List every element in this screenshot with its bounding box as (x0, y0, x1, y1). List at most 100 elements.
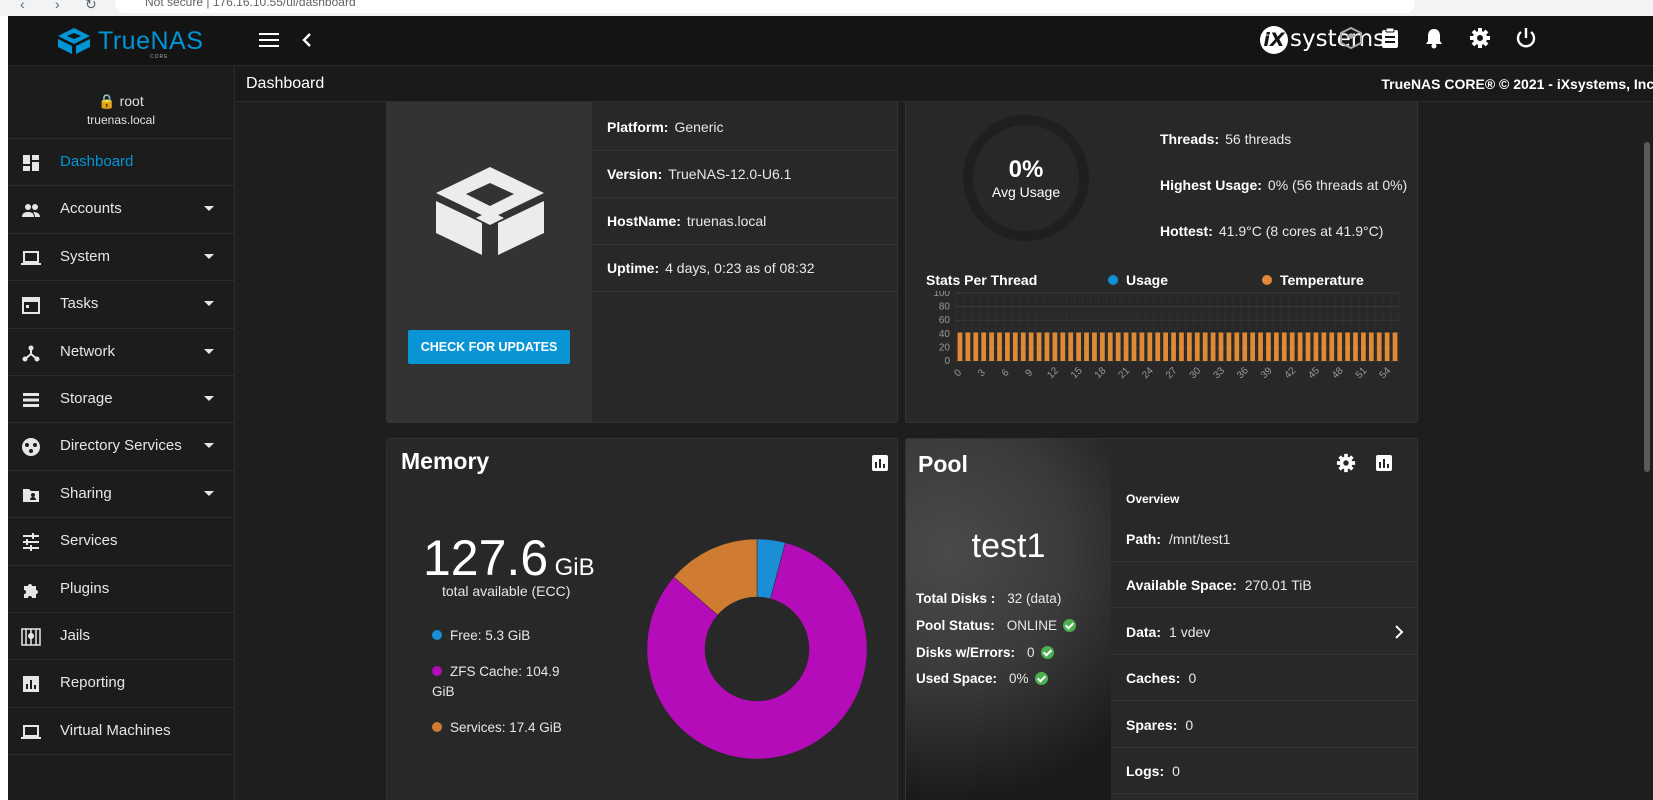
temperature-bar (1171, 332, 1176, 361)
pool-data-row[interactable]: Data: 1 vdev (1111, 609, 1417, 655)
bell-icon[interactable] (1420, 27, 1448, 55)
sidebar-nav: Dashboard Accounts System Tasks Network Stora… (8, 139, 234, 756)
cpu-card: 0% Avg Usage Threads: 56 threads Highest … (905, 102, 1418, 423)
temperature-bar (1361, 332, 1366, 361)
pool-report-icon[interactable] (1376, 455, 1392, 471)
pool-status: Pool Status: ONLINE (916, 618, 1077, 633)
temperature-bar (1092, 332, 1097, 361)
x-tick-label: 36 (1235, 365, 1251, 381)
x-tick-label: 33 (1211, 365, 1227, 381)
y-tick-label: 60 (939, 315, 951, 326)
sidebar-item-virtual-machines[interactable]: Virtual Machines (8, 708, 234, 756)
y-tick-label: 20 (939, 342, 951, 353)
sidebar-item-directory-services[interactable]: Directory Services (8, 423, 234, 471)
cpu-gauge (963, 115, 1089, 241)
x-tick-label: 24 (1140, 365, 1156, 381)
sidebar-item-label: Virtual Machines (60, 721, 171, 739)
sidebar-item-storage[interactable]: Storage (8, 376, 234, 424)
uptime-row: Uptime: 4 days, 0:23 as of 08:32 (592, 245, 897, 292)
chevron-down-icon (204, 206, 214, 212)
sidebar-item-system[interactable]: System (8, 234, 234, 282)
forward-icon[interactable]: › (55, 0, 60, 12)
truenas-emblem-icon (436, 167, 544, 255)
legend-temperature[interactable]: Temperature (1262, 272, 1364, 288)
donut-slice[interactable] (673, 538, 758, 616)
page-title: Dashboard (246, 75, 325, 92)
laptop-icon (21, 250, 41, 265)
clipboard-icon[interactable] (1376, 27, 1404, 55)
sidebar-item-accounts[interactable]: Accounts (8, 186, 234, 234)
calendar-icon (22, 297, 40, 315)
temperature-bar (1384, 332, 1390, 361)
x-tick-label: 30 (1188, 365, 1204, 381)
gear-icon[interactable] (1466, 27, 1494, 55)
page-scrollbar[interactable] (1641, 102, 1653, 800)
stats-title: Stats Per Thread (926, 272, 1038, 288)
hostname: truenas.local (86, 113, 156, 127)
temperature-bar (1289, 332, 1295, 361)
app-frame: TrueNAS CORE iX systems 🔒 root truenas.lo… (8, 16, 1653, 800)
folder-share-icon (23, 488, 39, 502)
pool-disk-errors: Disks w/Errors: 0 (916, 645, 1054, 660)
y-tick-label: 100 (933, 291, 950, 299)
x-tick-label: 18 (1093, 365, 1109, 381)
temperature-bar (973, 332, 979, 361)
scrollbar-thumb[interactable] (1644, 142, 1650, 472)
truenas-logo[interactable]: TrueNAS CORE (56, 23, 203, 60)
address-bar[interactable]: Not secure | 176.16.10.55/ui/dashboard (115, 0, 1415, 13)
legend-usage[interactable]: Usage (1108, 272, 1168, 288)
temperature-bar (1194, 332, 1200, 361)
temperature-bar (1186, 332, 1192, 361)
x-tick-label: 27 (1164, 365, 1180, 381)
back-icon[interactable]: ‹ (20, 0, 25, 12)
reload-icon[interactable]: ↻ (85, 0, 97, 12)
temperature-bar (1218, 332, 1224, 361)
temperature-bar (1353, 332, 1358, 361)
temperature-bar (1313, 332, 1319, 361)
pool-settings-icon[interactable] (1336, 453, 1356, 473)
platform-row: Platform: Generic (592, 104, 897, 151)
dashboard-icon (23, 155, 39, 171)
copyright: TrueNAS CORE® © 2021 - iXsystems, Inc. (1381, 76, 1653, 92)
collapse-icon[interactable] (293, 27, 321, 55)
brand-name: TrueNAS (98, 27, 204, 55)
temperature-bar (981, 332, 987, 361)
memory-total-unit: GiB (554, 554, 595, 581)
pool-used-space: Used Space: 0% (916, 671, 1048, 686)
sidebar-item-jails[interactable]: Jails (8, 613, 234, 661)
x-tick-label: 21 (1116, 365, 1132, 381)
sidebar-item-tasks[interactable]: Tasks (8, 281, 234, 329)
sidebar-item-label: Storage (60, 389, 113, 407)
temperature-bar (1131, 332, 1137, 361)
menu-icon[interactable] (255, 27, 283, 55)
x-tick-label: 48 (1330, 365, 1346, 381)
power-icon[interactable] (1512, 27, 1540, 55)
y-tick-label: 40 (939, 329, 951, 340)
check-updates-button[interactable]: CHECK FOR UPDATES (408, 330, 570, 364)
pool-caches-row: Caches: 0 (1111, 655, 1417, 701)
temperature-bar (1068, 332, 1074, 361)
sidebar-item-plugins[interactable]: Plugins (8, 566, 234, 613)
system-image-panel: CHECK FOR UPDATES (387, 102, 592, 422)
memory-caption: total available (ECC) (442, 583, 571, 599)
avg-usage-value: 0% (1008, 156, 1044, 183)
truecommand-icon[interactable] (1337, 26, 1365, 55)
sidebar-item-network[interactable]: Network (8, 329, 234, 376)
memory-donut-chart (646, 538, 868, 760)
pool-available-row: Available Space: 270.01 TiB (1111, 562, 1417, 608)
username[interactable]: 🔒 root (98, 93, 144, 109)
sidebar-item-dashboard[interactable]: Dashboard (8, 139, 234, 187)
temperature-bar (1392, 332, 1398, 361)
sidebar-item-services[interactable]: Services (8, 518, 234, 566)
pool-total-disks: Total Disks :32 (data) (916, 591, 1062, 606)
ixsystems-logo[interactable]: iX systems (1260, 26, 1385, 54)
sidebar-item-reporting[interactable]: Reporting (8, 660, 234, 708)
lock-icon: 🔒 (98, 93, 116, 109)
chart-icon (23, 676, 39, 693)
temperature-bar (1376, 332, 1382, 361)
sidebar-item-sharing[interactable]: Sharing (8, 471, 234, 519)
memory-report-icon[interactable] (872, 455, 888, 471)
temperature-bar (1266, 332, 1271, 361)
memory-title: Memory (401, 448, 490, 474)
chevron-right-icon[interactable] (1394, 625, 1404, 639)
